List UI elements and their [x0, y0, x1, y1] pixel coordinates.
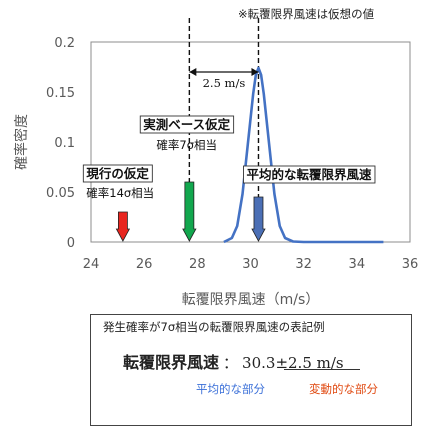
arrow-annotations — [115, 181, 266, 242]
y-tick-label: 0.05 — [46, 186, 75, 201]
x-axis-title: 転覆限界風速（m/s） — [182, 292, 320, 308]
hypothetical-note: ※転覆限界風速は仮想の値 — [238, 7, 375, 21]
x-tick-label: 28 — [189, 257, 206, 272]
formula-separator: ： — [223, 354, 239, 372]
density-curve — [223, 66, 384, 244]
plot-area — [90, 41, 411, 243]
x-tick-label: 32 — [295, 257, 312, 272]
notation-example-box: 発生確率が7σ相当の転覆限界風速の表記例 転覆限界風速： 30.3±2.5 m/s… — [90, 314, 412, 426]
formula-underline — [284, 369, 360, 370]
notation-formula: 転覆限界風速： 30.3±2.5 m/s — [123, 349, 344, 373]
arrow-title: 実測ベース仮定 — [143, 117, 230, 132]
span-label: 2.5 m/s — [203, 76, 246, 90]
span-arrow-head-right — [251, 68, 259, 76]
x-tick-label: 24 — [83, 257, 100, 272]
block-arrow — [251, 196, 266, 242]
x-tick-label: 34 — [349, 257, 366, 272]
formula-deviation: 2.5 m/s — [288, 354, 344, 372]
y-tick-label: 0.1 — [54, 136, 75, 151]
arrow-title: 現行の仮定 — [86, 166, 149, 181]
span-arrow-head-left — [189, 68, 197, 76]
block-arrow — [182, 181, 197, 242]
arrow-title-box — [139, 115, 235, 134]
plot-border — [90, 41, 411, 243]
block-arrow — [115, 211, 131, 242]
deviation-part-label: 変動的な部分 — [309, 382, 378, 396]
y-tick-label: 0 — [67, 236, 75, 251]
arrow-title-box — [82, 164, 153, 183]
y-tick-label: 0.2 — [54, 36, 75, 51]
x-tick-label: 36 — [402, 257, 419, 272]
arrow-title-box — [243, 165, 376, 184]
formula-plus-minus: ± — [275, 354, 289, 372]
x-tick-label: 30 — [242, 257, 259, 272]
x-tick-label: 26 — [136, 257, 153, 272]
notation-caption: 発生確率が7σ相当の転覆限界風速の表記例 — [103, 320, 325, 334]
formula-mean: 30.3 — [242, 354, 276, 372]
y-axis-title: 確率密度 — [13, 114, 30, 170]
formula-label: 転覆限界風速 — [123, 353, 220, 372]
arrow-title: 平均的な転覆限界風速 — [246, 167, 372, 182]
arrow-subtitle: 確率7σ相当 — [156, 138, 217, 152]
arrow-subtitle: 確率14σ相当 — [86, 186, 154, 200]
series-layer — [223, 66, 384, 244]
axes: 24 26 28 30 32 34 36 0 0.05 0.1 0.15 0.2 転覆限界風速（m/s）… — [13, 36, 418, 308]
mean-part-label: 平均的な部分 — [196, 382, 265, 396]
y-tick-label: 0.15 — [46, 86, 75, 101]
